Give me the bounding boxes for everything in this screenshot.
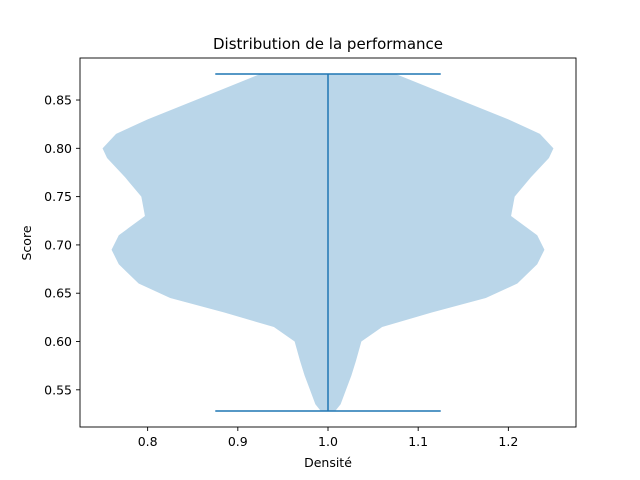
x-tick-label: 0.8 bbox=[138, 434, 158, 449]
x-tick-label: 1.2 bbox=[498, 434, 518, 449]
plot-area bbox=[102, 73, 554, 412]
x-tick-label: 1.0 bbox=[318, 434, 338, 449]
y-tick-label: 0.65 bbox=[44, 286, 72, 301]
chart-title: Distribution de la performance bbox=[213, 35, 443, 53]
x-axis-label: Densité bbox=[304, 455, 352, 470]
y-axis-label: Score bbox=[19, 225, 34, 260]
y-tick-label: 0.75 bbox=[44, 189, 72, 204]
y-tick-label: 0.85 bbox=[44, 93, 72, 108]
x-tick-label: 0.9 bbox=[228, 434, 248, 449]
y-tick-label: 0.60 bbox=[44, 334, 72, 349]
y-tick-label: 0.80 bbox=[44, 141, 72, 156]
y-tick-label: 0.55 bbox=[44, 382, 72, 397]
y-tick-label: 0.70 bbox=[44, 237, 72, 252]
x-axis: 0.8 0.9 1.0 1.1 1.2 bbox=[138, 427, 518, 449]
x-tick-label: 1.1 bbox=[408, 434, 428, 449]
y-axis: 0.55 0.60 0.65 0.70 0.75 0.80 0.85 bbox=[44, 93, 80, 397]
